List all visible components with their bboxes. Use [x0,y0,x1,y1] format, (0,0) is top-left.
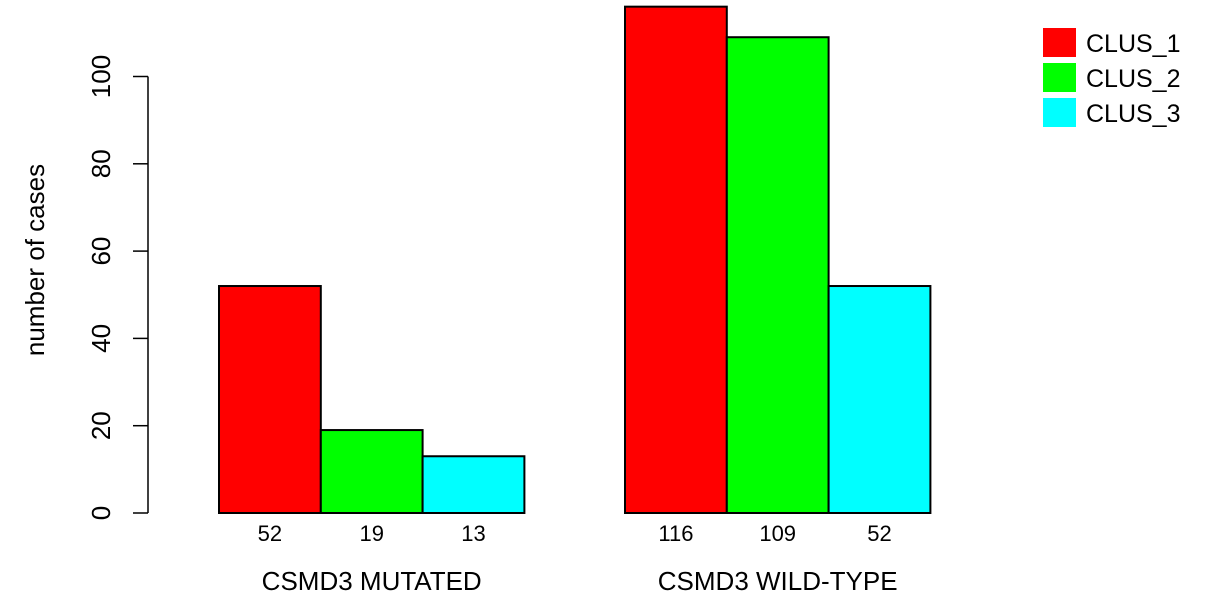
bar-group: 52 19 13 CSMD3 MUTATED [218,285,526,596]
y-tick-label: 0 [86,506,116,520]
bar-count-label: 109 [759,521,796,546]
bar [624,5,728,514]
legend-item: CLUS_3 [1043,98,1181,128]
y-axis: 0 20 40 60 80 100 [86,55,149,520]
bar [827,285,932,514]
y-tick-label: 80 [86,149,116,178]
category-label: CSMD3 MUTATED [262,566,482,596]
legend-swatch [1043,98,1076,127]
y-tick-label: 40 [86,324,116,353]
bar [421,455,526,515]
bar [218,285,322,514]
legend-swatch [1043,28,1076,57]
bar-count-label: 13 [461,521,485,546]
y-axis-label: number of cases [20,164,50,356]
bars: 52 19 13 CSMD3 MUTATED 116 109 52 CSMD3 WILD-TY… [218,5,932,596]
y-tick-label: 20 [86,411,116,440]
legend-swatch [1043,63,1076,92]
bar-count-label: 116 [658,521,693,546]
legend-item: CLUS_1 [1043,28,1181,58]
legend-label: CLUS_2 [1086,65,1181,93]
legend-label: CLUS_1 [1086,30,1181,58]
bar-count-label: 52 [867,521,891,546]
y-tick-label: 60 [86,237,116,266]
bar-count-label: 19 [359,521,383,546]
bar [725,36,830,515]
legend: CLUS_1 CLUS_2 CLUS_3 [1043,28,1181,128]
y-tick-label: 100 [86,55,116,98]
bar-group: 116 109 52 CSMD3 WILD-TYPE [624,5,932,596]
bar-count-label: 52 [258,521,282,546]
category-label: CSMD3 WILD-TYPE [658,566,898,596]
legend-item: CLUS_2 [1043,63,1181,93]
bar [319,429,424,514]
legend-label: CLUS_3 [1086,100,1181,128]
